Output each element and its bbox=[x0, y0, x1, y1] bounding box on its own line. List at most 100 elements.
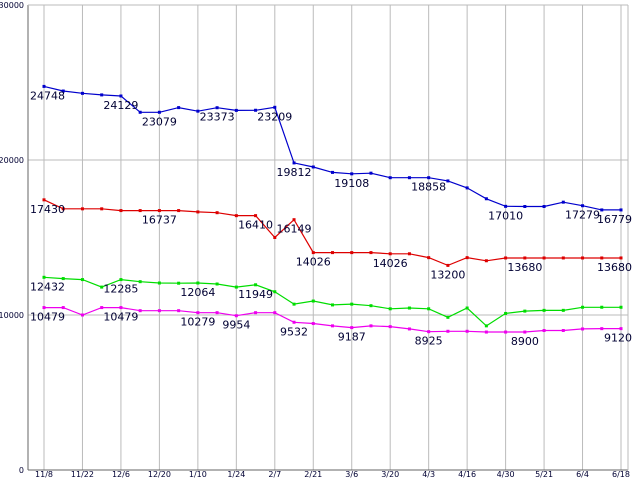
data-point bbox=[619, 305, 623, 309]
x-tick-label: 1/10 bbox=[189, 470, 207, 479]
series-2 bbox=[42, 198, 623, 267]
data-point bbox=[80, 207, 84, 211]
data-label: 17279 bbox=[565, 209, 600, 222]
data-point bbox=[504, 330, 508, 334]
data-point bbox=[80, 313, 84, 317]
data-label: 12064 bbox=[180, 286, 215, 299]
data-label: 9187 bbox=[338, 331, 366, 344]
data-point bbox=[61, 306, 65, 310]
data-point bbox=[138, 309, 142, 313]
data-point bbox=[619, 208, 623, 212]
data-point bbox=[619, 256, 623, 260]
data-point bbox=[61, 89, 65, 93]
data-point bbox=[542, 205, 546, 208]
data-labels: 24748 24129 23079 23373 23209 19812 19108 18858… bbox=[30, 89, 632, 348]
data-point bbox=[292, 218, 296, 222]
data-label: 9120 bbox=[604, 332, 632, 345]
data-point bbox=[80, 91, 84, 95]
data-point bbox=[80, 278, 84, 282]
x-tick-label: 11/22 bbox=[71, 470, 94, 479]
data-point bbox=[407, 176, 411, 180]
data-point bbox=[484, 330, 488, 334]
x-tick-label: 12/6 bbox=[112, 470, 130, 479]
data-label: 12432 bbox=[30, 280, 65, 293]
data-point bbox=[561, 329, 565, 332]
data-point bbox=[600, 208, 604, 212]
data-point bbox=[484, 324, 488, 328]
data-label: 19108 bbox=[334, 177, 369, 190]
data-label: 14026 bbox=[296, 256, 331, 269]
data-point bbox=[388, 307, 392, 311]
data-point bbox=[234, 314, 238, 318]
data-point bbox=[234, 214, 238, 218]
data-point bbox=[542, 256, 546, 260]
x-tick-label: 4/3 bbox=[422, 470, 435, 479]
data-point bbox=[350, 326, 354, 330]
y-tick-label: 20000 bbox=[0, 156, 24, 165]
data-point bbox=[523, 205, 527, 208]
data-point bbox=[427, 330, 431, 334]
data-point bbox=[157, 209, 161, 213]
data-point bbox=[465, 306, 469, 310]
data-point bbox=[311, 322, 315, 326]
data-point bbox=[561, 308, 565, 312]
x-tick-label: 2/21 bbox=[304, 470, 322, 479]
data-point bbox=[100, 207, 104, 211]
data-point bbox=[100, 93, 104, 97]
data-point bbox=[407, 306, 411, 310]
data-point bbox=[331, 303, 334, 307]
data-label: 9532 bbox=[280, 325, 308, 338]
data-label: 8900 bbox=[511, 335, 539, 348]
data-point bbox=[119, 278, 123, 282]
y-tick-label: 10000 bbox=[0, 311, 24, 320]
data-point bbox=[157, 281, 161, 285]
data-label: 18858 bbox=[411, 181, 446, 194]
data-point bbox=[581, 327, 585, 331]
data-point bbox=[254, 283, 258, 287]
x-tick-label: 6/18 bbox=[612, 470, 630, 479]
data-label: 10479 bbox=[30, 311, 65, 324]
data-point bbox=[138, 209, 142, 213]
data-point bbox=[523, 256, 527, 260]
data-label: 23373 bbox=[200, 111, 235, 124]
data-label: 17010 bbox=[488, 209, 523, 222]
data-label: 16737 bbox=[142, 214, 177, 227]
data-point bbox=[350, 302, 354, 306]
data-point bbox=[465, 186, 469, 190]
data-point bbox=[215, 311, 219, 315]
x-tick-label: 2/7 bbox=[268, 470, 281, 479]
x-tick-label: 1/24 bbox=[227, 470, 245, 479]
data-label: 11949 bbox=[238, 288, 273, 301]
data-point bbox=[273, 236, 277, 239]
data-label: 13680 bbox=[597, 261, 632, 274]
data-point bbox=[331, 170, 334, 174]
data-point bbox=[42, 306, 46, 310]
x-tick-label: 5/21 bbox=[535, 470, 553, 479]
data-point bbox=[177, 106, 181, 110]
data-point bbox=[523, 309, 527, 313]
data-point bbox=[446, 329, 450, 333]
data-point bbox=[542, 329, 546, 332]
data-point bbox=[446, 179, 450, 183]
data-point bbox=[196, 109, 200, 113]
data-point bbox=[446, 263, 450, 267]
data-label: 10479 bbox=[103, 311, 138, 324]
data-label: 8925 bbox=[415, 335, 443, 348]
x-tick-label: 3/20 bbox=[381, 470, 399, 479]
data-label: 23209 bbox=[257, 110, 292, 123]
data-point bbox=[350, 172, 354, 176]
data-point bbox=[234, 108, 238, 112]
data-point bbox=[157, 110, 161, 114]
data-label: 12285 bbox=[103, 283, 138, 296]
data-point bbox=[292, 302, 296, 306]
data-point bbox=[331, 251, 334, 255]
data-point bbox=[581, 204, 585, 208]
data-label: 24129 bbox=[103, 99, 138, 112]
x-tick-label: 4/30 bbox=[497, 470, 515, 479]
data-point bbox=[196, 210, 200, 214]
data-point bbox=[311, 251, 315, 255]
data-point bbox=[504, 256, 508, 260]
data-point bbox=[119, 209, 123, 213]
data-point bbox=[292, 161, 296, 165]
